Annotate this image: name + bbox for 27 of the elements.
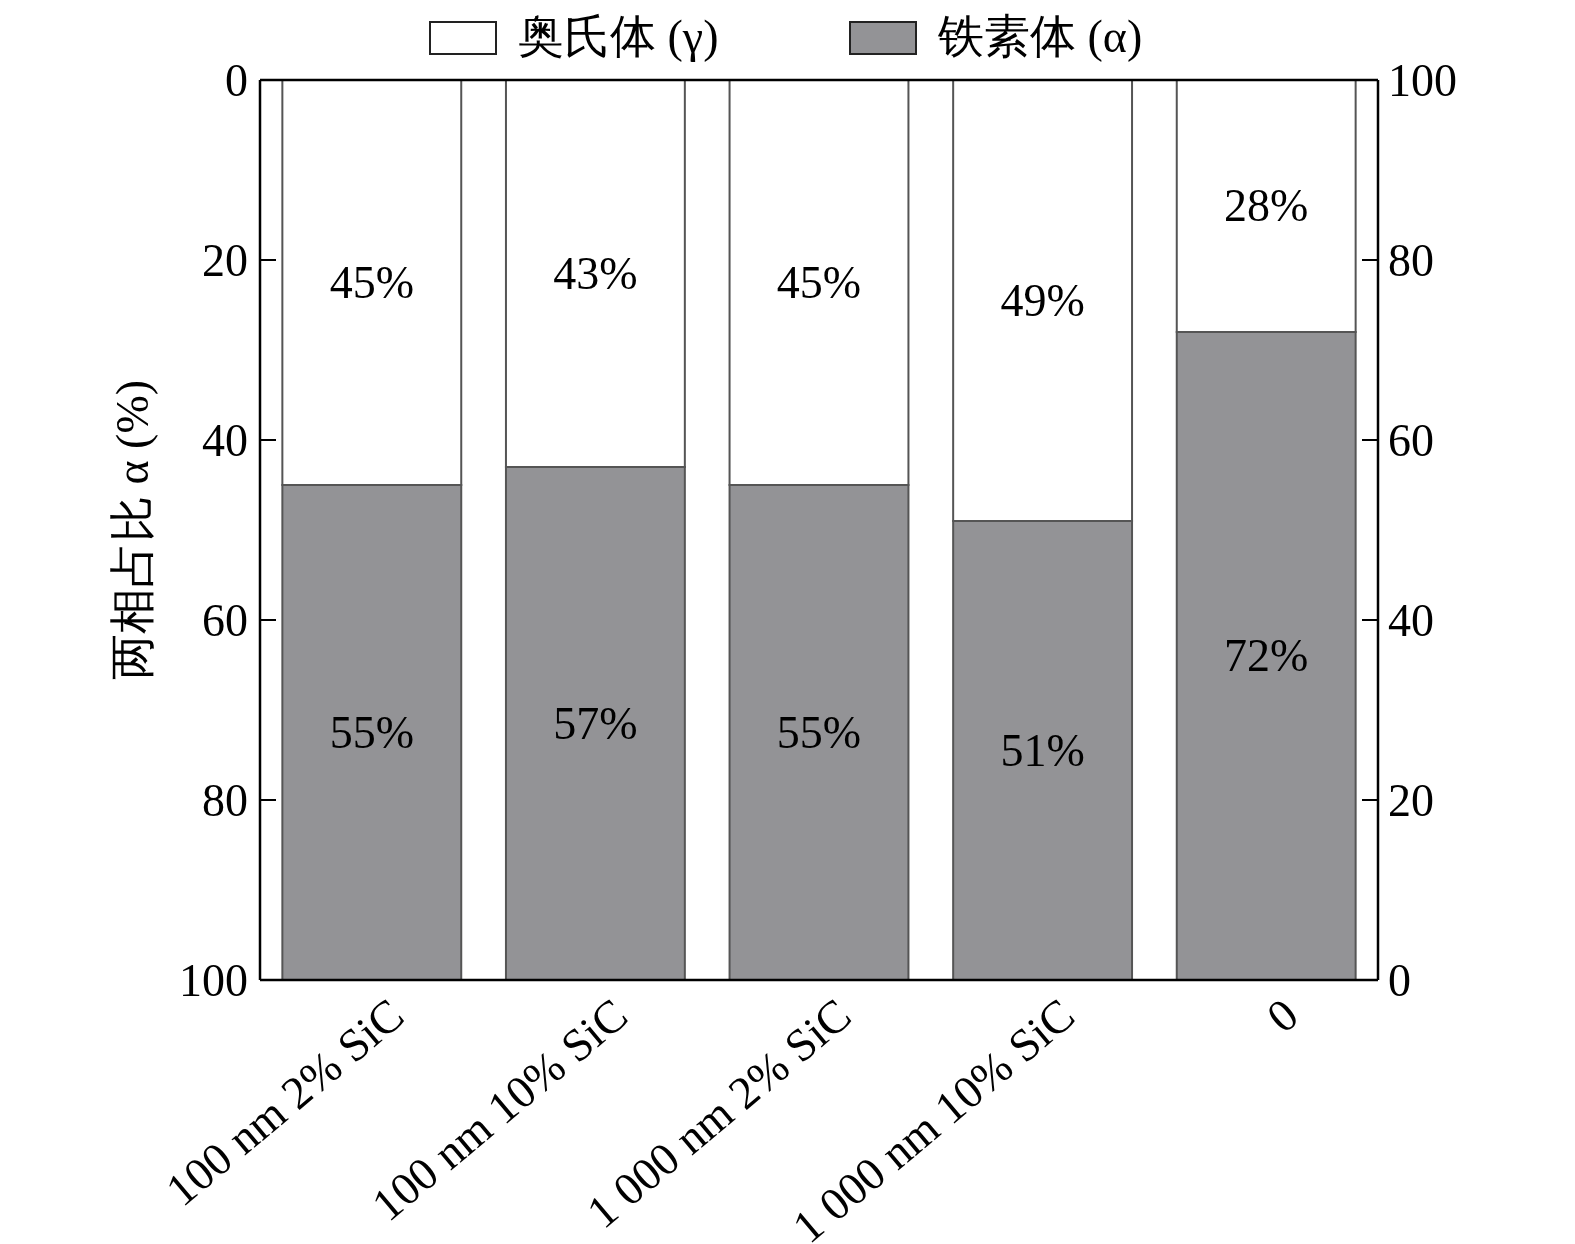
data-label: 55% (776, 706, 862, 758)
y2-tick-label: 60 (1388, 415, 1434, 466)
data-label: 49% (1000, 274, 1085, 326)
y-tick-label: 100 (179, 955, 248, 1006)
y-axis-title: 两相占比 α (%) (107, 379, 158, 681)
data-label: 55% (329, 706, 414, 758)
y2-tick-label: 80 (1388, 235, 1434, 286)
data-label: 43% (553, 247, 638, 299)
y-tick-label: 80 (202, 775, 248, 826)
data-label: 45% (776, 256, 862, 308)
y-tick-label: 60 (202, 595, 248, 646)
y-tick-label: 0 (225, 55, 248, 106)
x-tick-label: 0 (1257, 988, 1308, 1043)
data-label: 45% (329, 256, 414, 308)
y2-tick-label: 100 (1388, 55, 1457, 106)
data-label: 72% (1224, 630, 1309, 681)
legend: 奥氏体 (γ) 铁素体 (α) (429, 11, 1143, 62)
legend-label: 铁素体 (α) (937, 11, 1143, 62)
y-tick-label: 40 (202, 415, 248, 466)
y2-tick-label: 40 (1388, 595, 1434, 646)
data-label: 51% (1000, 724, 1085, 776)
series-label: 奥氏体 (γ) (518, 11, 719, 62)
y2-tick-label: 20 (1388, 775, 1434, 826)
data-label: 28% (1224, 180, 1309, 231)
data-label: 57% (553, 697, 638, 749)
y-tick-label: 20 (202, 235, 248, 286)
y2-tick-label: 0 (1388, 955, 1411, 1006)
